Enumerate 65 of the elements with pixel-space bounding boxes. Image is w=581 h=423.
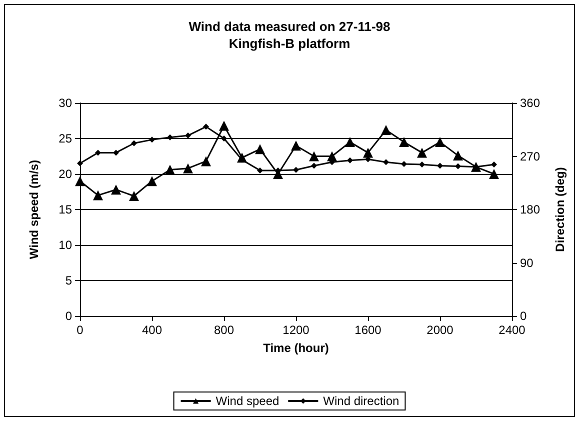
point [95, 150, 101, 156]
point [437, 162, 443, 169]
y2-tick-label: 270 [520, 149, 540, 164]
point [291, 140, 301, 151]
point [399, 137, 409, 148]
x-tick-label: 800 [214, 323, 234, 337]
point [75, 176, 85, 186]
point [165, 164, 175, 175]
point [347, 157, 353, 164]
point [203, 124, 209, 130]
point [113, 150, 119, 156]
y-axis-title: Wind speed (m/s) [27, 160, 41, 260]
y-tick-label: 10 [58, 238, 72, 252]
point [111, 184, 121, 195]
point [183, 163, 193, 174]
x-tick-label: 0 [76, 323, 84, 337]
x-tick-label: 1600 [354, 323, 382, 337]
point [435, 137, 445, 148]
point [327, 151, 337, 162]
point [255, 144, 265, 154]
x-tick-label: 400 [142, 323, 162, 337]
x-tick-label: 1200 [282, 323, 310, 337]
point [149, 136, 155, 143]
point [147, 176, 157, 186]
point [363, 148, 373, 158]
chart-title: Wind data measured on 27-11-98 [188, 19, 390, 34]
y-tick-label: 20 [58, 167, 72, 181]
y-tick-label: 15 [58, 202, 72, 216]
y2-tick-label: 0 [520, 309, 527, 323]
point [381, 124, 391, 135]
point [455, 163, 461, 170]
y2-tick-label: 180 [520, 202, 540, 216]
point [293, 166, 299, 173]
y2-tick-label: 360 [520, 96, 540, 110]
point [383, 159, 389, 166]
point [129, 191, 139, 202]
y-tick-label: 25 [58, 132, 72, 146]
point [417, 148, 427, 158]
point [419, 162, 425, 168]
point [219, 120, 229, 131]
point [131, 140, 137, 146]
point [491, 162, 497, 168]
y2-axis-title: Direction (deg) [553, 167, 567, 252]
x-axis-title: Time (hour) [263, 341, 329, 355]
y-tick-label: 0 [65, 309, 72, 323]
point [77, 160, 83, 166]
point [401, 160, 407, 167]
point [311, 162, 317, 169]
point [221, 136, 227, 142]
y2-tick-label: 90 [520, 256, 534, 270]
point [93, 190, 103, 200]
point [167, 134, 173, 140]
point [309, 151, 319, 162]
point [257, 167, 263, 174]
point [201, 156, 211, 166]
legend-label: Wind direction [323, 394, 400, 408]
legend-label: Wind speed [216, 394, 280, 408]
x-tick-label: 2000 [426, 323, 454, 337]
point [453, 150, 463, 161]
y-tick-label: 5 [65, 274, 72, 288]
chart-subtitle: Kingfish-B platform [228, 36, 350, 51]
point [345, 137, 355, 148]
y-tick-label: 30 [58, 96, 72, 110]
point [489, 169, 499, 179]
x-tick-label: 2400 [498, 323, 526, 337]
